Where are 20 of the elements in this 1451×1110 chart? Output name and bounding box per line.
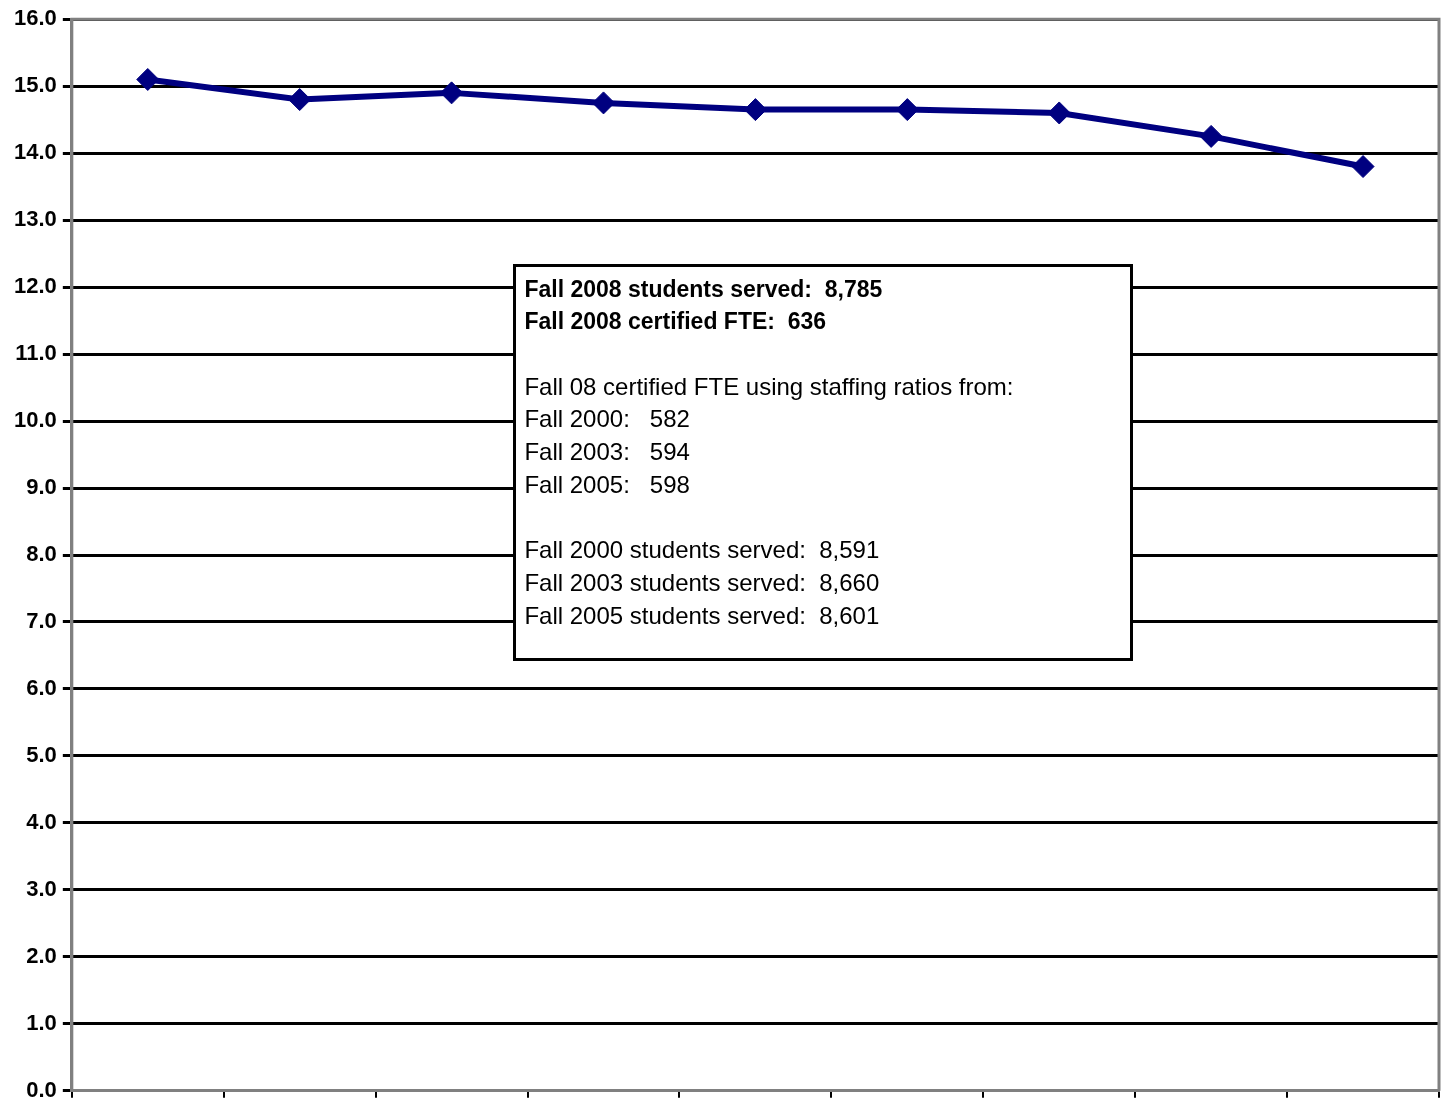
y-tick-label: 4.0 [26, 808, 57, 834]
y-tick-label: 6.0 [26, 675, 57, 701]
y-tick-label: 0.0 [26, 1076, 57, 1102]
y-tick-label: 8.0 [26, 541, 57, 567]
y-tick-label: 3.0 [26, 875, 57, 901]
y-tick-label: 2.0 [26, 942, 57, 968]
annotation: Fall 2008 students served: 8,785 Fall 2008 certified FTE: 636 [524, 274, 883, 337]
y-tick-label: 9.0 [26, 474, 57, 500]
y-tick-label: 12.0 [13, 273, 57, 299]
y-tick-label: 1.0 [26, 1009, 57, 1035]
y-tick-label: 13.0 [13, 206, 57, 232]
annotation: Fall 2000 students served: 8,591 Fall 2003 students served: 8,660 Fall 2005 students served: 8,601 [524, 535, 880, 631]
y-tick-label: 10.0 [13, 407, 57, 433]
y-tick-label: 14.0 [13, 139, 57, 165]
y-tick-label: 16.0 [13, 5, 57, 31]
y-tick-label: 7.0 [26, 608, 57, 634]
y-tick-label: 15.0 [13, 72, 57, 98]
annotation: Fall 08 certified FTE using staffing ratios from: Fall 2000: 582 Fall 2003: 594 Fall 2005: 598 [524, 371, 1014, 500]
y-tick-label: 11.0 [15, 340, 57, 366]
y-tick-label: 5.0 [26, 741, 57, 767]
